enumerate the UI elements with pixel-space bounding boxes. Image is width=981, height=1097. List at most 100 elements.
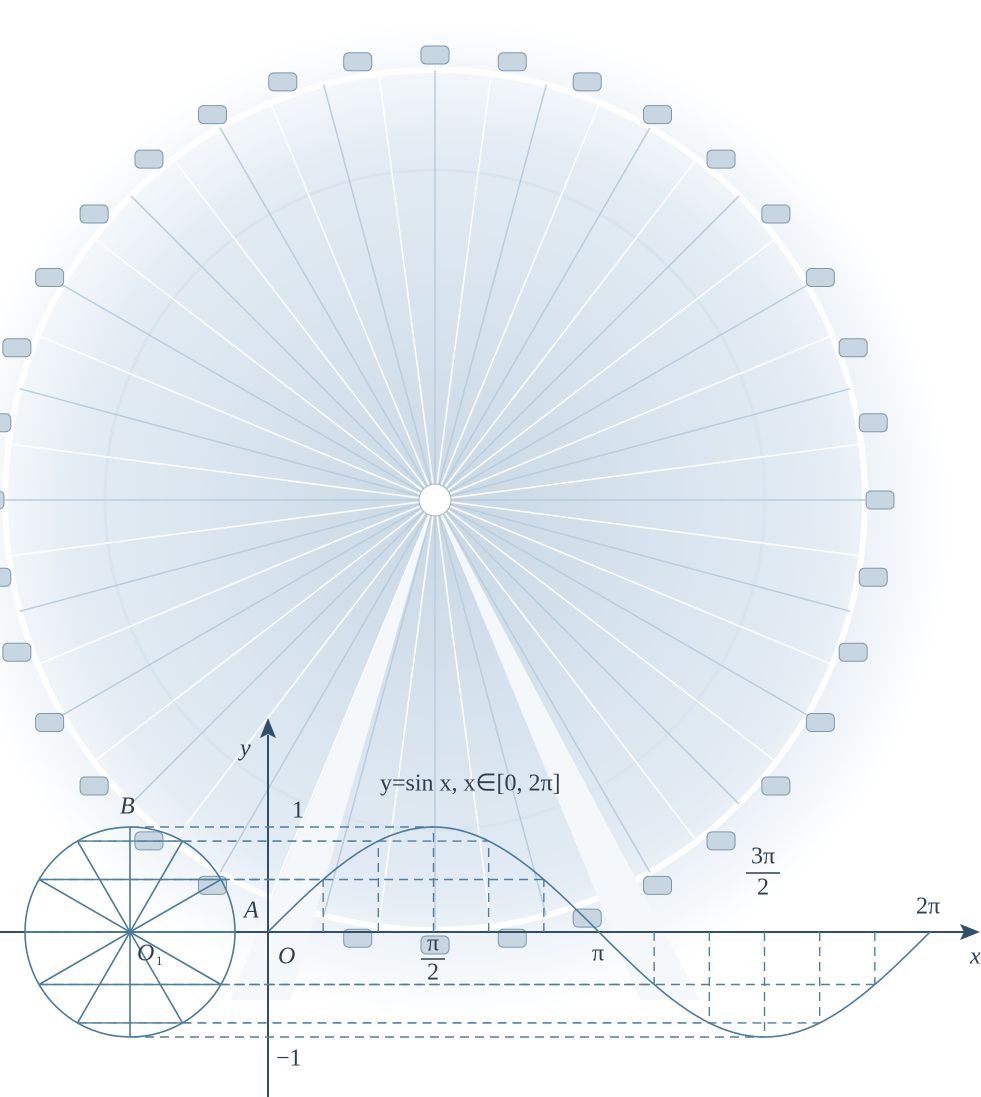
wheel-spoke [172,499,436,842]
gondola [268,72,298,92]
wheel-spoke [434,102,601,501]
gondola [497,928,527,948]
gondola [572,72,602,92]
wheel-spoke [62,284,436,501]
gondola [198,105,227,125]
wheel-spoke [219,499,436,873]
tick-numerator: 3π [751,844,775,870]
wheel-spoke [130,499,436,805]
x-axis-label: x [969,944,981,970]
wheel-support [435,500,700,1000]
wheel-spoke [219,127,436,501]
wheel-spoke [434,499,833,666]
gondola [643,105,672,125]
circle-spoke [38,878,131,933]
gondola [805,713,835,732]
gondola [79,776,109,796]
gondola [0,413,12,433]
x-arrow [960,924,980,940]
wheel-spoke [322,84,436,501]
wheel-spoke [37,499,436,666]
wheel-spoke [434,499,492,927]
gondola [2,642,32,662]
circle-spoke [129,878,222,933]
gondola [761,204,791,224]
wheel-spoke [19,499,436,613]
circle-spoke [129,931,184,1024]
gondola [858,413,888,433]
ferris-wheel-backdrop [0,20,950,1020]
wheel-spoke [8,499,436,557]
wheel-spoke [434,499,698,842]
gondola [497,52,527,72]
wheel-spoke [434,284,808,501]
tick-denominator: 2 [427,960,439,986]
gondola [865,490,895,510]
caption: y=sin x, x∈[0, 2π] [380,771,561,797]
gondola [838,642,868,662]
wheel-spoke [434,499,740,805]
wheel-spoke [93,237,436,501]
gondola [35,268,65,287]
y-axis-label: y [238,736,251,762]
gondola [343,928,373,948]
center-subscript: 1 [156,953,163,968]
gondola [2,338,32,358]
gondola [706,149,736,169]
circle-spoke [76,931,131,1024]
gondola [35,713,65,732]
tick-label: π [592,941,604,967]
origin-label: O [278,944,295,970]
point-a-label: A [242,898,259,924]
wheel-spoke [37,334,436,501]
gondola [761,776,791,796]
circle-spoke [76,840,131,933]
wheel-spoke [269,102,436,501]
gondola [643,875,672,895]
wheel-spoke [434,499,548,916]
wheel-support [230,500,435,1000]
gondola [420,45,450,65]
wheel-spoke [434,499,862,557]
y-tick-one: 1 [292,798,304,824]
wheel-spoke [434,195,740,501]
sine-graph [0,718,980,1097]
gondola [0,567,12,587]
wheel-spoke [434,499,808,716]
circle-spoke [129,931,222,986]
wheel-spoke [434,387,851,501]
wheel-spoke [434,499,651,873]
wheel-hub [418,483,452,517]
tick-denominator: 2 [757,875,769,901]
gondola [838,338,868,358]
gondola [858,567,888,587]
gondola [420,935,450,955]
wheel-spoke [130,195,436,501]
wheel-spoke [434,158,698,501]
gondola [134,149,164,169]
wheel-spoke [434,499,777,763]
wheel-spoke [62,499,436,716]
wheel-spoke [172,158,436,501]
wheel-spoke [322,499,436,916]
center-label: O [137,941,154,967]
wheel-spoke [8,443,436,501]
wheel-spoke [434,73,492,501]
point-b-label: B [120,794,135,820]
gondola [706,831,736,851]
sine-curve [267,826,931,1038]
wheel-spoke [434,499,851,613]
wheel-spoke [434,84,548,501]
gondola [79,204,109,224]
wheel-spoke [269,499,436,898]
wheel-spoke [19,387,436,501]
y-arrow [260,718,276,738]
tick-label: 2π [916,894,940,920]
wheel-spoke [434,237,777,501]
wheel-spoke [434,127,651,501]
wheel-spoke [93,499,436,763]
circle-spoke [129,840,184,933]
ferris-wheel [0,45,895,1000]
gondola [0,490,5,510]
